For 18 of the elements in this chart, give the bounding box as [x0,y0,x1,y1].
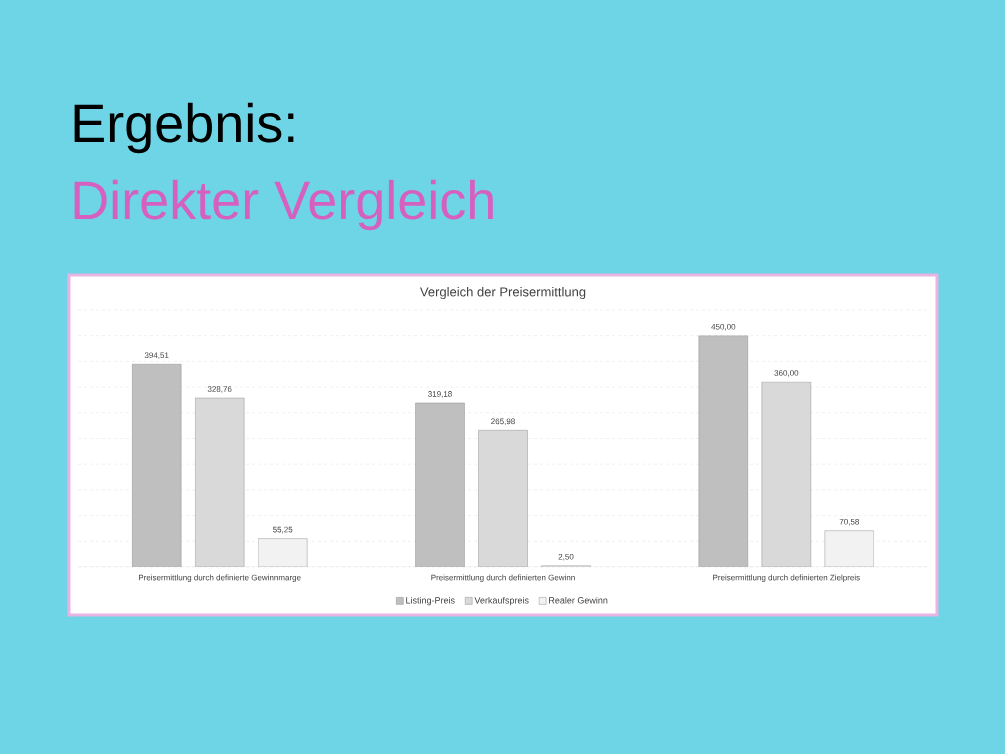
data-label: 360,00 [774,370,799,377]
data-label: 394,51 [144,352,169,360]
text: Direkter Vergleich [74,179,493,231]
x-tick-label: Preisermittlung durch definierte Gewinnmarge [138,574,301,582]
data-label: 2,50 [558,553,574,561]
data-label: 328,76 [207,386,232,393]
chart-title: Vergleich der Preisermittlung [419,286,586,300]
legend-label: Listing-Preis [406,596,455,606]
x-tick-label: Preisermittlung durch definierten Gewinn [431,574,575,582]
data-label: 265,98 [491,418,515,426]
x-tick-label: Preisermittlung durch definierten Zielpreis [713,574,860,582]
data-label: 450,00 [711,323,736,331]
legend-label: Verkaufspreis [474,596,529,606]
data-label: 319,18 [428,391,452,398]
text: Ergebnis: [74,102,294,154]
data-label: 55,25 [272,526,293,534]
legend-label: Realer Gewinn [549,596,608,604]
data-label: 70,58 [839,518,859,526]
